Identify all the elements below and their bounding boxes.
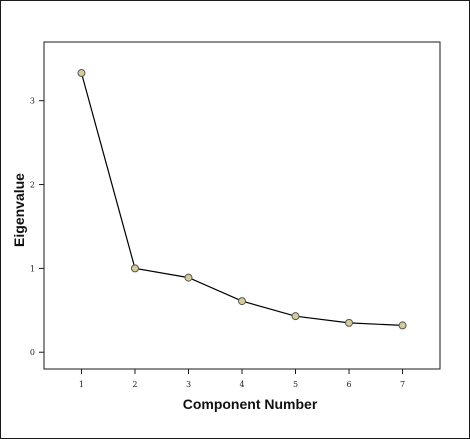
y-tick-label: 0 <box>30 348 35 357</box>
y-tick-label: 1 <box>30 264 35 273</box>
data-point <box>398 321 407 330</box>
x-axis-title: Component Number <box>183 396 318 412</box>
x-tick-label: 1 <box>79 380 84 389</box>
data-point <box>77 69 86 78</box>
y-axis-title: Eigenvalue <box>11 173 27 247</box>
series-layer <box>77 69 407 330</box>
data-point <box>291 312 300 321</box>
data-point <box>130 264 139 273</box>
x-tick-label: 2 <box>132 380 137 389</box>
x-tick-label: 6 <box>346 380 351 389</box>
x-tick-label: 4 <box>239 380 244 389</box>
y-axis: 0 1 2 3 <box>30 97 44 357</box>
x-tick-label: 3 <box>186 380 191 389</box>
data-point <box>238 297 246 306</box>
y-tick-label: 3 <box>30 97 35 106</box>
x-tick-label: 7 <box>400 380 405 389</box>
x-axis: 1 2 3 4 5 6 7 <box>79 369 405 389</box>
plot-area <box>43 41 441 370</box>
x-tick-label: 5 <box>293 380 298 389</box>
y-tick-label: 2 <box>30 181 35 190</box>
data-point <box>345 318 354 327</box>
data-point <box>184 273 193 282</box>
